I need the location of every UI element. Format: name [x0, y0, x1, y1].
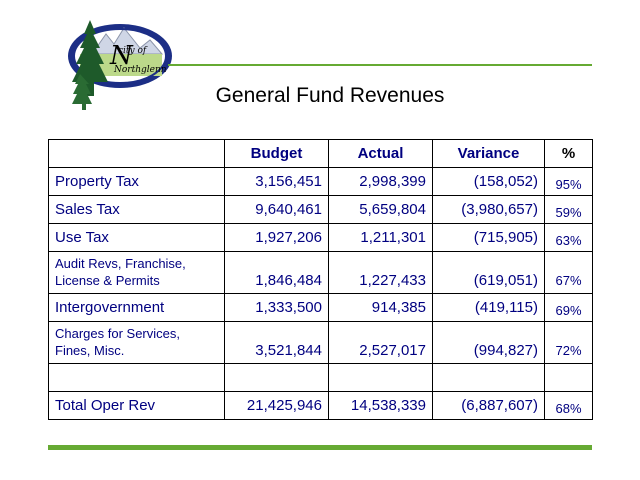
table-header-row: Budget Actual Variance %	[48, 139, 593, 168]
row-percent: 59%	[544, 195, 593, 224]
row-budget: 1,846,484	[224, 251, 329, 294]
table-row: Property Tax 3,156,451 2,998,399 (158,05…	[48, 167, 593, 196]
row-variance: (619,051)	[432, 251, 545, 294]
table-row: Charges for Services, Fines, Misc. 3,521…	[48, 321, 593, 364]
row-percent: 63%	[544, 223, 593, 252]
header-budget: Budget	[224, 139, 329, 168]
row-variance: (994,827)	[432, 321, 545, 364]
table-row: Use Tax 1,927,206 1,211,301 (715,905) 63…	[48, 223, 593, 252]
row-actual: 2,527,017	[328, 321, 433, 364]
row-budget	[224, 363, 329, 392]
row-label: Sales Tax	[48, 195, 225, 224]
table-row: Audit Revs, Franchise, License & Permits…	[48, 251, 593, 294]
row-label	[48, 363, 225, 392]
row-variance: (6,887,607)	[432, 391, 545, 420]
row-label: Property Tax	[48, 167, 225, 196]
row-budget: 9,640,461	[224, 195, 329, 224]
logo-city-name-text: Northglenn	[113, 65, 167, 75]
row-variance: (419,115)	[432, 293, 545, 322]
row-budget: 3,521,844	[224, 321, 329, 364]
row-actual: 2,998,399	[328, 167, 433, 196]
row-label: Audit Revs, Franchise, License & Permits	[48, 251, 225, 294]
row-budget: 21,425,946	[224, 391, 329, 420]
row-label: Intergovernment	[48, 293, 225, 322]
row-variance: (3,980,657)	[432, 195, 545, 224]
row-percent: 72%	[544, 321, 593, 364]
row-variance	[432, 363, 545, 392]
row-percent: 67%	[544, 251, 593, 294]
row-actual: 914,385	[328, 293, 433, 322]
row-percent	[544, 363, 593, 392]
row-variance: (158,052)	[432, 167, 545, 196]
header-actual: Actual	[328, 139, 433, 168]
row-actual: 14,538,339	[328, 391, 433, 420]
row-budget: 1,927,206	[224, 223, 329, 252]
row-actual: 1,211,301	[328, 223, 433, 252]
row-variance: (715,905)	[432, 223, 545, 252]
top-accent-rule	[168, 64, 592, 66]
row-actual: 5,659,804	[328, 195, 433, 224]
row-percent: 68%	[544, 391, 593, 420]
table-row: Sales Tax 9,640,461 5,659,804 (3,980,657…	[48, 195, 593, 224]
row-actual	[328, 363, 433, 392]
table-row-total: Total Oper Rev 21,425,946 14,538,339 (6,…	[48, 391, 593, 420]
header-variance: Variance	[432, 139, 545, 168]
row-label: Use Tax	[48, 223, 225, 252]
row-budget: 3,156,451	[224, 167, 329, 196]
row-percent: 95%	[544, 167, 593, 196]
logo-city-of-text: city of	[118, 46, 148, 56]
revenue-table: Budget Actual Variance % Property Tax 3,…	[48, 139, 593, 420]
table-row: Intergovernment 1,333,500 914,385 (419,1…	[48, 293, 593, 322]
row-actual: 1,227,433	[328, 251, 433, 294]
city-logo: N city of Northglenn	[46, 14, 174, 110]
header-label-cell	[48, 139, 225, 168]
row-budget: 1,333,500	[224, 293, 329, 322]
slide-title: General Fund Revenues	[215, 84, 445, 107]
header-percent: %	[544, 139, 593, 168]
row-label: Charges for Services, Fines, Misc.	[48, 321, 225, 364]
row-label: Total Oper Rev	[48, 391, 225, 420]
bottom-accent-rule	[48, 445, 592, 450]
city-logo-emblem: N city of Northglenn	[68, 20, 172, 110]
svg-text:N: N	[109, 41, 134, 71]
row-percent: 69%	[544, 293, 593, 322]
table-row-empty	[48, 363, 593, 392]
